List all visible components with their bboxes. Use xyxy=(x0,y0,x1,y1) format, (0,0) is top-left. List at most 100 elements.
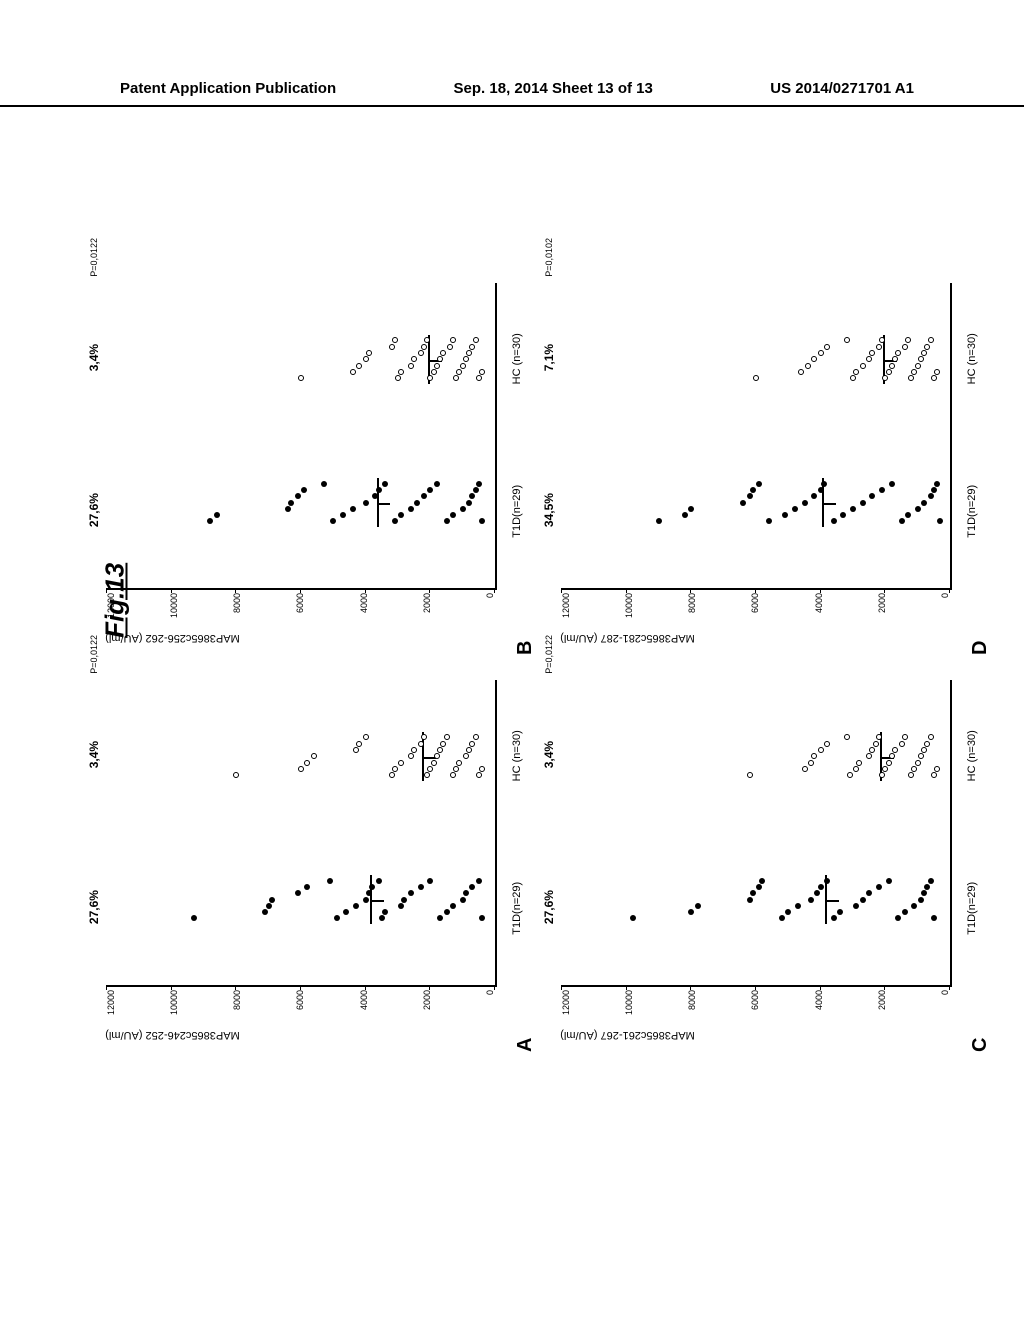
data-point xyxy=(630,915,636,921)
y-tick: 4000 xyxy=(815,990,824,1025)
xlabel-g2: HC (n=30) xyxy=(511,333,523,384)
data-point xyxy=(356,741,362,747)
data-point xyxy=(808,760,814,766)
data-point xyxy=(392,337,398,343)
panel-letter: A xyxy=(514,1038,537,1052)
data-point xyxy=(363,897,369,903)
y-tick: 10000 xyxy=(170,990,179,1025)
data-point xyxy=(747,493,753,499)
data-point xyxy=(421,734,427,740)
data-point xyxy=(418,884,424,890)
data-point xyxy=(853,766,859,772)
data-point xyxy=(463,890,469,896)
data-point xyxy=(207,518,213,524)
data-point xyxy=(440,741,446,747)
xlabel-g2: HC (n=30) xyxy=(966,730,978,781)
median-tick xyxy=(372,900,384,902)
data-point xyxy=(408,753,414,759)
p-value: P=0,0102 xyxy=(544,238,554,277)
data-point xyxy=(782,512,788,518)
data-point xyxy=(427,487,433,493)
data-point xyxy=(266,903,272,909)
scatter-group-g1 xyxy=(107,442,495,564)
data-point xyxy=(915,760,921,766)
data-point xyxy=(844,734,850,740)
data-point xyxy=(444,518,450,524)
data-point xyxy=(191,915,197,921)
data-point xyxy=(918,356,924,362)
data-point xyxy=(398,760,404,766)
percent-labels: 27,6%3,4% xyxy=(87,283,101,588)
p-value: P=0,0122 xyxy=(89,635,99,674)
data-point xyxy=(376,878,382,884)
data-point xyxy=(389,772,395,778)
data-point xyxy=(444,734,450,740)
data-point xyxy=(902,734,908,740)
y-tick: 0 xyxy=(486,593,495,628)
data-point xyxy=(808,897,814,903)
data-point xyxy=(421,344,427,350)
data-point xyxy=(440,350,446,356)
data-point xyxy=(695,903,701,909)
xlabel-g1: T1D(n=29) xyxy=(966,485,978,538)
data-point xyxy=(424,337,430,343)
median-tick xyxy=(824,503,836,505)
data-point xyxy=(304,884,310,890)
panel-letter: B xyxy=(514,641,537,655)
data-point xyxy=(295,890,301,896)
data-point xyxy=(450,337,456,343)
percent-labels: 34,5%7,1% xyxy=(542,283,556,588)
median-tick xyxy=(378,503,390,505)
data-point xyxy=(285,506,291,512)
x-labels: T1D(n=29)HC (n=30) xyxy=(511,680,523,985)
data-point xyxy=(899,518,905,524)
data-point xyxy=(879,487,885,493)
p-value: P=0,0122 xyxy=(544,635,554,674)
data-point xyxy=(889,363,895,369)
data-point xyxy=(479,915,485,921)
panel-d: DMAP3865c281-287 (AU/ml)0200040006000800… xyxy=(562,283,987,640)
data-point xyxy=(269,897,275,903)
data-point xyxy=(366,890,372,896)
xlabel-g2: HC (n=30) xyxy=(966,333,978,384)
data-point xyxy=(463,356,469,362)
data-point xyxy=(811,356,817,362)
data-point xyxy=(437,915,443,921)
data-point xyxy=(427,766,433,772)
y-tick: 2000 xyxy=(423,990,432,1025)
data-point xyxy=(934,766,940,772)
data-point xyxy=(915,363,921,369)
data-point xyxy=(466,500,472,506)
data-point xyxy=(350,506,356,512)
data-point xyxy=(473,487,479,493)
data-point xyxy=(882,766,888,772)
data-point xyxy=(886,760,892,766)
data-point xyxy=(450,903,456,909)
y-tick: 2000 xyxy=(878,593,887,628)
data-point xyxy=(892,747,898,753)
y-tick: 6000 xyxy=(296,990,305,1025)
data-point xyxy=(460,506,466,512)
y-tick: 0 xyxy=(486,990,495,1025)
xlabel-g2: HC (n=30) xyxy=(511,730,523,781)
data-point xyxy=(866,356,872,362)
data-point xyxy=(937,518,943,524)
header-left: Patent Application Publication xyxy=(120,80,336,97)
data-point xyxy=(418,350,424,356)
data-point xyxy=(434,481,440,487)
y-tick: 8000 xyxy=(233,593,242,628)
data-point xyxy=(811,493,817,499)
data-point xyxy=(882,375,888,381)
data-point xyxy=(860,363,866,369)
data-point xyxy=(395,375,401,381)
y-tick: 4000 xyxy=(360,593,369,628)
data-point xyxy=(408,506,414,512)
page-header: Patent Application Publication Sep. 18, … xyxy=(0,80,1024,107)
data-point xyxy=(895,915,901,921)
data-point xyxy=(747,897,753,903)
data-point xyxy=(837,909,843,915)
panel-b: BMAP3865c256-262 (AU/ml)0200040006000800… xyxy=(107,283,532,640)
data-point xyxy=(476,375,482,381)
y-tick: 8000 xyxy=(688,593,697,628)
data-point xyxy=(747,772,753,778)
